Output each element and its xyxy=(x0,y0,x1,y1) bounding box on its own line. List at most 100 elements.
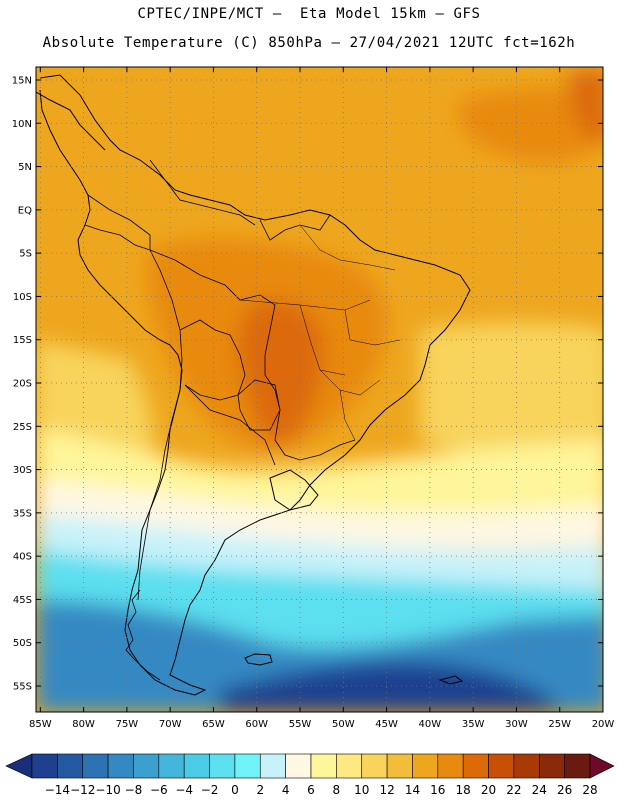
colorbar-label: 2 xyxy=(256,783,264,797)
lat-tick-label: EQ xyxy=(18,205,32,216)
lon-tick-label: 35W xyxy=(462,719,485,730)
colorbar-swatch xyxy=(564,753,591,779)
colorbar-label: −4 xyxy=(175,783,193,797)
colorbar-swatch xyxy=(361,753,388,779)
colorbar-swatch xyxy=(513,753,540,779)
lat-tick-label: 55S xyxy=(13,682,32,693)
colorbar-swatch xyxy=(285,753,312,779)
colorbar-label: −6 xyxy=(150,783,168,797)
lon-tick-label: 85W xyxy=(29,719,52,730)
border-argentina-north xyxy=(184,384,276,466)
colorbar-swatch xyxy=(31,753,58,779)
colorbar-swatch xyxy=(82,753,109,779)
colorbar-swatch xyxy=(462,753,489,779)
colorbar-label: 28 xyxy=(582,783,597,797)
temperature-bands xyxy=(36,70,603,712)
colorbar-label: 24 xyxy=(532,783,547,797)
lon-tick-label: 70W xyxy=(159,719,182,730)
colorbar-swatch xyxy=(234,753,261,779)
colorbar xyxy=(5,753,615,779)
colorbar-label: −14 xyxy=(45,783,70,797)
colorbar-swatch xyxy=(437,753,464,779)
colorbar-swatch xyxy=(259,753,286,779)
central-america-coast xyxy=(36,91,106,151)
lon-tick-label: 55W xyxy=(289,719,312,730)
band-20c-atlantic xyxy=(458,88,603,163)
south-georgia xyxy=(438,675,464,685)
brazil-states xyxy=(239,224,401,441)
lon-tick-label: 40W xyxy=(419,719,442,730)
latitude-axis: 15N 10N 5N EQ 5S 10S 15S 20S 25S 30S 35S 40S 45S 50S 5… xyxy=(12,75,603,693)
border-andes xyxy=(87,194,183,601)
colorbar-label: −12 xyxy=(70,783,95,797)
border-brazil-west xyxy=(149,249,356,461)
map-title-line-1: CPTEC/INPE/MCT – Eta Model 15km – GFS xyxy=(137,6,481,22)
colorbar-swatch xyxy=(57,753,84,779)
border-bolivia xyxy=(179,319,246,401)
colorbar-label: 16 xyxy=(430,783,445,797)
band-neg12c xyxy=(220,661,560,712)
lat-tick-label: 5S xyxy=(19,249,32,260)
colorbar-label: 10 xyxy=(354,783,369,797)
lat-tick-label: 30S xyxy=(13,465,32,476)
colorbar-swatch xyxy=(133,753,160,779)
colorbar-swatch xyxy=(538,753,565,779)
colorbar-swatch xyxy=(412,753,439,779)
lon-tick-label: 65W xyxy=(202,719,225,730)
colorbar-label: 12 xyxy=(379,783,394,797)
lat-tick-label: 15N xyxy=(12,75,32,86)
lon-tick-label: 45W xyxy=(375,719,398,730)
band-22c-atlantic xyxy=(570,70,603,143)
colorbar-labels: −14 −12 −10 −8 −6 −4 −2 0 2 4 6 8 10 12 14 16 18 20 22 24 26… xyxy=(45,783,598,797)
colorbar-label: 6 xyxy=(307,783,315,797)
lat-tick-label: 20S xyxy=(13,379,32,390)
longitude-axis: 85W 80W 75W 70W 65W 60W 55W 50W 45W 40W 35W 30W 25W 2… xyxy=(29,67,614,730)
colorbar-swatch xyxy=(107,753,134,779)
south-america-outline xyxy=(39,74,471,696)
colorbar-label: 26 xyxy=(557,783,572,797)
map-frame xyxy=(35,66,604,713)
lat-tick-label: 5N xyxy=(18,162,32,173)
border-venezuela-colombia xyxy=(149,159,256,226)
colorbar-label: 8 xyxy=(333,783,341,797)
colorbar-swatch xyxy=(183,753,210,779)
lon-tick-label: 50W xyxy=(332,719,355,730)
lon-tick-label: 80W xyxy=(72,719,95,730)
border-peru-ecuador xyxy=(84,224,151,251)
lat-tick-label: 10N xyxy=(12,119,32,130)
map-title-line-2: Absolute Temperature (C) 850hPa – 27/04/… xyxy=(42,35,576,51)
country-borders xyxy=(84,159,401,601)
colorbar-swatch xyxy=(158,753,185,779)
lat-tick-label: 40S xyxy=(13,552,32,563)
band-16c-atlantic xyxy=(420,322,603,470)
uruguay-coast xyxy=(269,469,319,511)
colorbar-label: 0 xyxy=(231,783,239,797)
colorbar-label: 20 xyxy=(481,783,496,797)
lat-tick-label: 45S xyxy=(13,595,32,606)
lat-tick-label: 10S xyxy=(13,292,32,303)
lon-tick-label: 25W xyxy=(548,719,571,730)
lat-tick-label: 35S xyxy=(13,508,32,519)
lat-tick-label: 50S xyxy=(13,638,32,649)
border-guianas xyxy=(259,214,331,241)
temperature-field xyxy=(36,67,603,712)
colorbar-swatch xyxy=(336,753,363,779)
colorbar-under-triangle xyxy=(5,753,33,779)
colorbar-label: 18 xyxy=(456,783,471,797)
falklands xyxy=(244,653,273,666)
chile-fjords xyxy=(125,589,161,681)
colorbar-label: 22 xyxy=(506,783,521,797)
colorbar-swatch xyxy=(488,753,515,779)
band-22c xyxy=(236,299,326,445)
band-4c xyxy=(36,515,603,590)
colorbar-over-triangle xyxy=(589,753,615,779)
colorbar-label: −8 xyxy=(125,783,143,797)
colorbar-label: −2 xyxy=(201,783,219,797)
lon-tick-label: 20W xyxy=(592,719,615,730)
colorbar-swatch xyxy=(310,753,337,779)
colorbar-label: −10 xyxy=(95,783,120,797)
colorbar-swatch xyxy=(386,753,413,779)
lon-tick-label: 30W xyxy=(505,719,528,730)
lat-tick-label: 25S xyxy=(13,422,32,433)
